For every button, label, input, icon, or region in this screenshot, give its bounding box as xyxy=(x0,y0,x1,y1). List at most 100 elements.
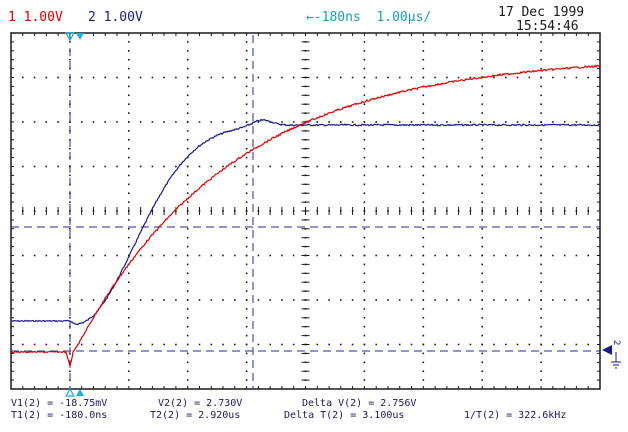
grid-dot xyxy=(57,299,59,301)
grid-dot xyxy=(422,139,425,141)
grid-dot xyxy=(387,165,389,168)
grid-dot xyxy=(422,228,425,230)
grid-dot xyxy=(540,317,542,319)
grid-dot xyxy=(269,165,271,168)
grid-dot xyxy=(281,343,283,346)
grid-dot xyxy=(210,254,213,257)
grid-dot xyxy=(186,112,189,114)
channel2-scale: 2 1.00V xyxy=(88,11,143,25)
trigger-position-marker-outline[interactable] xyxy=(64,32,76,42)
grid-dot xyxy=(292,76,295,79)
grid-dot xyxy=(210,76,213,79)
grid-dot xyxy=(22,343,24,346)
grid-dot xyxy=(22,76,24,79)
grid-dot xyxy=(563,121,566,123)
grid-dot xyxy=(575,76,578,79)
grid-dot xyxy=(245,174,248,177)
grid-dot xyxy=(151,343,154,346)
grid-dot xyxy=(528,76,531,79)
grid-dot xyxy=(422,50,425,52)
grid-dot xyxy=(128,192,130,194)
grid-dot xyxy=(422,343,425,346)
grid-dot xyxy=(245,343,248,346)
grid-dot xyxy=(139,343,142,346)
grid-dot xyxy=(128,201,130,203)
grid-dot xyxy=(139,299,142,301)
grid-dot xyxy=(422,174,425,177)
grid-dot xyxy=(210,299,213,301)
grid-dot xyxy=(163,343,165,346)
grid-dot xyxy=(128,94,130,97)
grid-dot xyxy=(363,94,366,97)
grid-dot xyxy=(128,254,130,257)
grid-dot xyxy=(540,139,542,141)
grid-dot xyxy=(363,121,366,123)
grid-dot xyxy=(481,130,483,132)
grid-dot xyxy=(151,121,154,123)
grid-dot xyxy=(269,299,271,301)
grid-dot xyxy=(434,254,436,257)
grid-dot xyxy=(128,219,130,221)
grid-dot xyxy=(57,254,59,257)
grid-dot xyxy=(422,379,425,381)
grid-dot xyxy=(481,219,483,221)
grid-dot xyxy=(128,50,130,52)
grid-dot xyxy=(422,272,425,275)
grid-dot xyxy=(245,103,248,105)
grid-dot xyxy=(245,361,248,364)
grid-dot xyxy=(469,299,472,301)
measurement-delta-t: Delta T(2) = 3.100us xyxy=(284,410,405,421)
grid-dot xyxy=(540,112,542,114)
grid-dot xyxy=(422,130,425,132)
grid-dot xyxy=(245,308,248,310)
trigger-position-marker-bottom[interactable] xyxy=(76,389,84,396)
grid-dot xyxy=(398,343,401,346)
grid-dot xyxy=(222,343,224,346)
grid-dot xyxy=(245,76,248,79)
grid-dot xyxy=(363,281,366,283)
grid-dot xyxy=(245,112,248,114)
grid-dot xyxy=(257,343,260,346)
grid-dot xyxy=(481,201,483,203)
grid-dot xyxy=(128,334,130,337)
grid-dot xyxy=(80,165,83,168)
grid-dot xyxy=(128,183,130,186)
grid-dot xyxy=(104,165,106,168)
grid-dot xyxy=(340,76,342,79)
grid-dot xyxy=(434,121,436,123)
grid-dot xyxy=(128,352,130,355)
grid-dot xyxy=(340,121,342,123)
grid-dot xyxy=(234,343,236,346)
grid-dot xyxy=(139,121,142,123)
grid-dot xyxy=(528,254,531,257)
grid-dot xyxy=(128,103,130,105)
grid-dot xyxy=(563,165,566,168)
grid-dot xyxy=(245,156,248,159)
grid-dot xyxy=(186,85,189,88)
grid-dot xyxy=(128,85,130,88)
grid-dot xyxy=(128,156,130,159)
grid-dot xyxy=(481,361,483,364)
trigger-position-marker-bottom-outline[interactable] xyxy=(64,387,76,397)
grid-dot xyxy=(175,343,177,346)
grid-dot xyxy=(33,343,36,346)
grid-dot xyxy=(540,58,542,61)
grid-dot xyxy=(422,245,425,248)
grid-dot xyxy=(422,183,425,186)
grid-dot xyxy=(69,263,71,266)
grid-dot xyxy=(398,299,401,301)
grid-dot xyxy=(422,94,425,97)
trigger-position-marker[interactable] xyxy=(76,33,84,40)
channel2-ground-marker[interactable] xyxy=(602,345,612,355)
grid-dot xyxy=(116,165,118,168)
grid-dot xyxy=(446,254,448,257)
grid-dot xyxy=(139,254,142,257)
grid-dot xyxy=(481,272,483,275)
grid-dot xyxy=(540,290,542,292)
grid-dot xyxy=(481,299,483,301)
grid-dot xyxy=(540,85,542,88)
grid-dot xyxy=(222,76,224,79)
grid-dot xyxy=(587,121,589,123)
grid-dot xyxy=(363,272,366,275)
grid-dot xyxy=(128,41,130,43)
